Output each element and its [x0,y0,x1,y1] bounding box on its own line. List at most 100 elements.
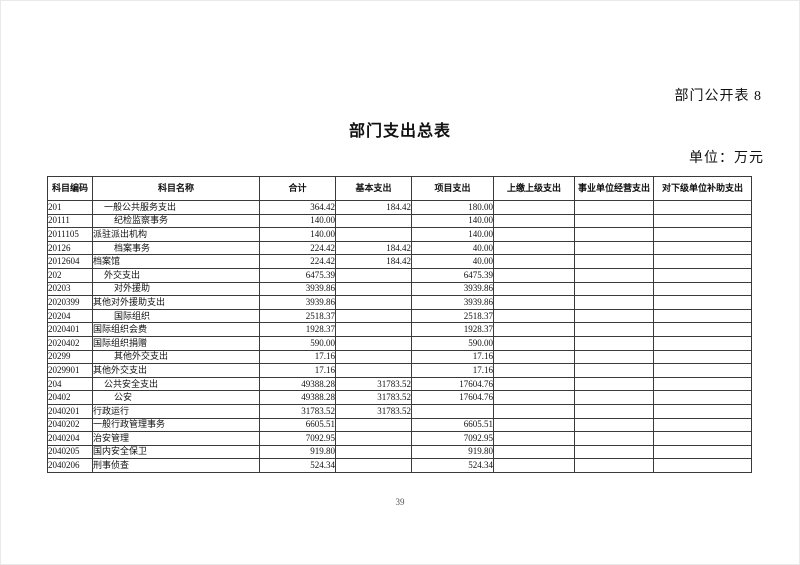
cell-subject-code: 204 [47,376,93,392]
cell-pay-up [493,267,575,283]
cell-subject-code: 2040202 [47,417,93,433]
table-row: 20111 纪检监察事务 140.00 140.00 [47,213,752,229]
cell-total: 6475.39 [259,267,336,283]
cell-pay-up [493,200,575,215]
cell-basic [335,322,412,337]
cell-subject-name: 治安管理 [92,431,260,446]
cell-operating [574,281,654,297]
cell-pay-up [493,240,575,256]
cell-project: 3939.86 [411,295,494,310]
cell-total: 7092.95 [259,431,336,446]
cell-subject-code: 2011105 [47,227,93,242]
cell-operating [574,213,654,229]
cell-subsidy [653,431,752,446]
cell-subject-name: 公共安全支出 [92,376,260,392]
table-row: 202 外交支出 6475.39 6475.39 [47,267,752,283]
cell-subject-name: 对外援助 [92,281,260,297]
col-header-pay-up: 上缴上级支出 [493,176,575,201]
cell-subject-code: 2020401 [47,322,93,337]
cell-subject-name: 外交支出 [92,267,260,283]
cell-total: 2518.37 [259,308,336,324]
cell-project: 6475.39 [411,267,494,283]
cell-subject-code: 20299 [47,349,93,365]
cell-subject-name: 一般公共服务支出 [92,200,260,215]
cell-basic [335,281,412,297]
cell-basic [335,295,412,310]
cell-operating [574,240,654,256]
cell-subsidy [653,308,752,324]
cell-subsidy [653,322,752,337]
cell-subsidy [653,390,752,405]
cell-subject-name: 国际组织会费 [92,322,260,337]
page-number: 39 [395,497,405,507]
cell-basic [335,308,412,324]
table-header-row: 科目编码 科目名称 合计 基本支出 项目支出 上缴上级支出 事业单位经营支出 对… [47,176,752,201]
table-row: 2040201 行政运行 31783.52 31783.52 [47,403,752,419]
cell-subject-code: 2020402 [47,335,93,351]
cell-subsidy [653,281,752,297]
cell-operating [574,417,654,433]
cell-operating [574,227,654,242]
cell-subject-name: 其他外交支出 [92,349,260,365]
table-row: 2020401 国际组织会费 1928.37 1928.37 [47,322,752,337]
cell-subject-name: 行政运行 [92,403,260,419]
cell-subject-name: 其他外交支出 [92,363,260,378]
cell-project: 2518.37 [411,308,494,324]
cell-basic: 31783.52 [335,376,412,392]
cell-total: 919.80 [259,444,336,460]
cell-total: 590.00 [259,335,336,351]
cell-subject-name: 纪检监察事务 [92,213,260,229]
cell-subject-name: 刑事侦查 [92,458,260,473]
cell-subsidy [653,363,752,378]
table-row: 204 公共安全支出 49388.28 31783.52 17604.76 [47,376,752,392]
cell-pay-up [493,254,575,269]
cell-operating [574,458,654,473]
cell-total: 49388.28 [259,376,336,392]
col-header-total: 合计 [259,176,336,201]
cell-project: 7092.95 [411,431,494,446]
cell-operating [574,444,654,460]
cell-project: 17.16 [411,349,494,365]
table-header: 科目编码 科目名称 合计 基本支出 项目支出 上缴上级支出 事业单位经营支出 对… [47,176,752,201]
cell-operating [574,295,654,310]
cell-subsidy [653,254,752,269]
cell-subject-name: 国际组织 [92,308,260,324]
cell-basic: 184.42 [335,254,412,269]
cell-pay-up [493,376,575,392]
table-row: 20203 对外援助 3939.86 3939.86 [47,281,752,297]
cell-basic [335,349,412,365]
cell-pay-up [493,431,575,446]
cell-pay-up [493,213,575,229]
cell-pay-up [493,308,575,324]
cell-total: 49388.28 [259,390,336,405]
cell-operating [574,349,654,365]
cell-basic: 184.42 [335,240,412,256]
cell-total: 224.42 [259,254,336,269]
doc-form-label: 部门公开表 8 [674,89,762,104]
cell-project: 3939.86 [411,281,494,297]
table-row: 2040206 刑事侦查 524.34 524.34 [47,458,752,473]
cell-subject-code: 20111 [47,213,93,229]
cell-subject-code: 2040206 [47,458,93,473]
cell-subject-name: 国际组织捐赠 [92,335,260,351]
cell-operating [574,390,654,405]
cell-operating [574,267,654,283]
cell-subject-code: 2040205 [47,444,93,460]
cell-basic [335,458,412,473]
cell-total: 364.42 [259,200,336,215]
table-row: 2020402 国际组织捐赠 590.00 590.00 [47,335,752,351]
table-row: 20126 档案事务 224.42 184.42 40.00 [47,240,752,256]
cell-subsidy [653,227,752,242]
cell-subsidy [653,267,752,283]
cell-project: 40.00 [411,254,494,269]
cell-project: 17604.76 [411,376,494,392]
cell-total: 224.42 [259,240,336,256]
cell-total: 3939.86 [259,281,336,297]
col-header-subject-code: 科目编码 [47,176,93,201]
cell-subject-code: 20126 [47,240,93,256]
cell-pay-up [493,444,575,460]
cell-project: 17604.76 [411,390,494,405]
table-body: 201 一般公共服务支出 364.42 184.42 180.00 20111 纪检监察事务… [47,200,752,473]
cell-operating [574,335,654,351]
table-row: 2040202 一般行政管理事务 6605.51 6605.51 [47,417,752,433]
